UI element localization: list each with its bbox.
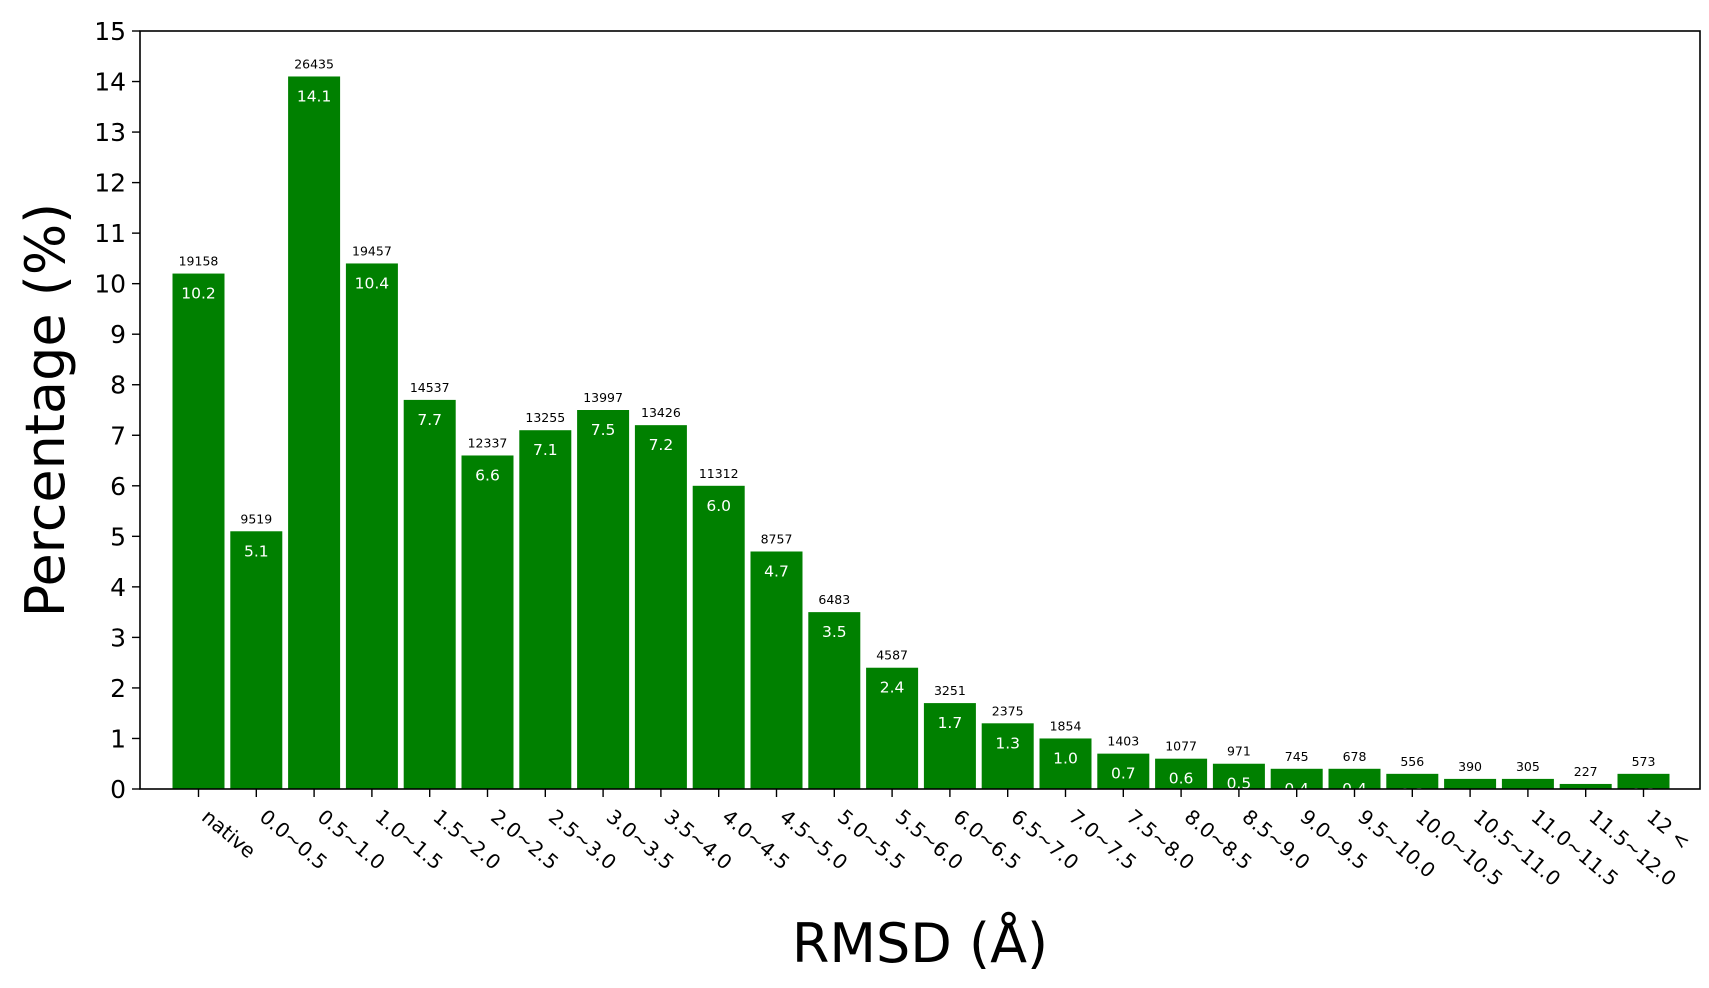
count-label-14: 2375	[992, 703, 1024, 718]
count-label-19: 745	[1285, 749, 1309, 764]
bar-16	[1097, 753, 1150, 789]
y-tick-label-8: 8	[110, 371, 126, 400]
count-label-9: 11312	[699, 466, 739, 481]
percentage-label-7: 7.5	[591, 421, 616, 439]
count-label-24: 227	[1574, 764, 1598, 779]
y-tick-label-2: 2	[110, 674, 126, 703]
percentage-label-5: 6.6	[475, 466, 500, 484]
count-label-2: 26435	[294, 56, 334, 71]
bar-17	[1155, 758, 1208, 789]
count-label-15: 1854	[1050, 718, 1082, 733]
count-label-12: 4587	[876, 648, 908, 663]
bar-21	[1386, 773, 1439, 789]
count-label-11: 6483	[818, 592, 850, 607]
bar-22	[1444, 778, 1497, 789]
y-tick-label-11: 11	[94, 219, 126, 248]
plot-frame	[139, 30, 1701, 790]
percentage-labels-group: 10.2 5.1 14.1 10.4 7.7 6.6 7.1 7.5 7.2 6.0 4.7 3.5 2…	[181, 87, 1656, 812]
x-axis-title: RMSD (Å)	[792, 911, 1048, 975]
count-label-10: 8757	[761, 531, 793, 546]
count-label-5: 12337	[468, 435, 508, 450]
y-tick-label-15: 15	[94, 17, 126, 46]
y-tick-label-3: 3	[110, 623, 126, 652]
bar-0	[172, 273, 225, 789]
y-tick-label-10: 10	[94, 270, 126, 299]
count-label-20: 678	[1343, 749, 1367, 764]
bar-4	[403, 399, 456, 789]
y-tick-label-9: 9	[110, 320, 126, 349]
percentage-label-6: 7.1	[533, 441, 558, 459]
y-tick-label-14: 14	[94, 68, 126, 97]
percentage-label-4: 7.7	[417, 411, 442, 429]
count-label-25: 573	[1632, 754, 1656, 769]
percentage-label-0: 10.2	[181, 285, 216, 303]
count-label-4: 14537	[410, 380, 450, 395]
y-tick-label-5: 5	[110, 522, 126, 551]
count-label-16: 1403	[1107, 734, 1139, 749]
bar-1	[230, 531, 283, 789]
count-label-3: 19457	[352, 243, 392, 258]
bars-group	[172, 76, 1670, 790]
percentage-label-13: 1.7	[938, 714, 963, 732]
percentage-label-16: 0.7	[1111, 765, 1136, 783]
percentage-label-11: 3.5	[822, 623, 847, 641]
count-label-21: 556	[1400, 754, 1424, 769]
bar-14	[981, 723, 1034, 789]
bar-19	[1270, 768, 1323, 789]
percentage-label-2: 14.1	[297, 87, 332, 105]
bar-20	[1328, 768, 1381, 789]
bar-8	[634, 425, 687, 789]
percentage-label-23: 0.2	[1516, 790, 1541, 808]
bar-9	[692, 485, 745, 789]
percentage-label-14: 1.3	[995, 734, 1020, 752]
y-tick-label-12: 12	[94, 169, 126, 198]
bar-13	[923, 703, 976, 789]
count-label-8: 13426	[641, 405, 681, 420]
y-tick-label-1: 1	[110, 724, 126, 753]
count-label-6: 13255	[525, 410, 565, 425]
y-tick-label-4: 4	[110, 573, 126, 602]
percentage-label-9: 6.0	[706, 497, 731, 515]
percentage-label-12: 2.4	[880, 679, 905, 697]
count-label-0: 19158	[179, 254, 219, 269]
percentage-label-17: 0.6	[1169, 770, 1194, 788]
bar-6	[519, 430, 572, 789]
y-tick-label-13: 13	[94, 118, 126, 147]
percentage-label-22: 0.2	[1458, 790, 1483, 808]
bar-10	[750, 551, 803, 789]
bar-11	[808, 612, 861, 789]
bar-18	[1212, 763, 1265, 789]
percentage-label-1: 5.1	[244, 542, 269, 560]
bar-24	[1559, 783, 1612, 789]
y-tick-label-0: 0	[110, 775, 126, 804]
bar-7	[577, 410, 630, 789]
bar-3	[345, 263, 398, 789]
count-label-17: 1077	[1165, 739, 1197, 754]
percentage-label-3: 10.4	[355, 274, 390, 292]
percentage-label-24: 0.1	[1573, 795, 1598, 813]
percentage-label-8: 7.2	[649, 436, 674, 454]
count-label-23: 305	[1516, 759, 1540, 774]
bar-5	[461, 455, 514, 789]
bar-15	[1039, 738, 1092, 789]
count-label-1: 9519	[240, 511, 272, 526]
count-label-22: 390	[1458, 759, 1482, 774]
bar-2	[288, 76, 341, 790]
bar-12	[866, 667, 919, 789]
percentage-label-10: 4.7	[764, 562, 789, 580]
count-label-18: 971	[1227, 744, 1251, 759]
count-labels-group: 19158 9519 26435 19457 14537 12337 13255 13997 1…	[179, 56, 1656, 778]
x-tick-label-0: native	[197, 804, 260, 863]
y-tick-label-6: 6	[110, 472, 126, 501]
y-axis-title: Percentage (%)	[14, 203, 77, 617]
bar-23	[1501, 778, 1554, 789]
percentage-label-15: 1.0	[1053, 749, 1078, 767]
bar-25	[1617, 773, 1670, 789]
count-label-13: 3251	[934, 683, 966, 698]
count-label-7: 13997	[583, 390, 623, 405]
y-tick-label-7: 7	[110, 421, 126, 450]
